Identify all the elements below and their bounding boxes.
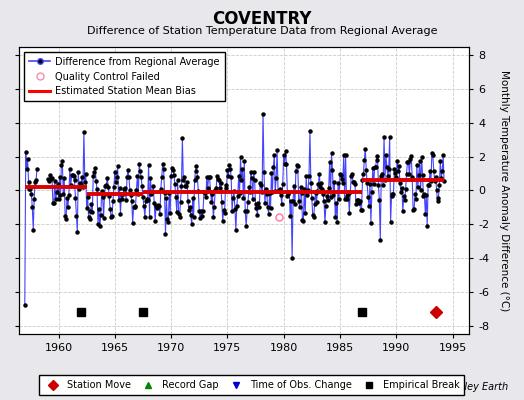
Text: COVENTRY: COVENTRY — [212, 10, 312, 28]
Legend: Difference from Regional Average, Quality Control Failed, Estimated Station Mean: Difference from Regional Average, Qualit… — [24, 52, 224, 101]
Text: Difference of Station Temperature Data from Regional Average: Difference of Station Temperature Data f… — [87, 26, 437, 36]
Text: Berkeley Earth: Berkeley Earth — [436, 382, 508, 392]
Legend: Station Move, Record Gap, Time of Obs. Change, Empirical Break: Station Move, Record Gap, Time of Obs. C… — [39, 376, 464, 395]
Y-axis label: Monthly Temperature Anomaly Difference (°C): Monthly Temperature Anomaly Difference (… — [499, 70, 509, 311]
